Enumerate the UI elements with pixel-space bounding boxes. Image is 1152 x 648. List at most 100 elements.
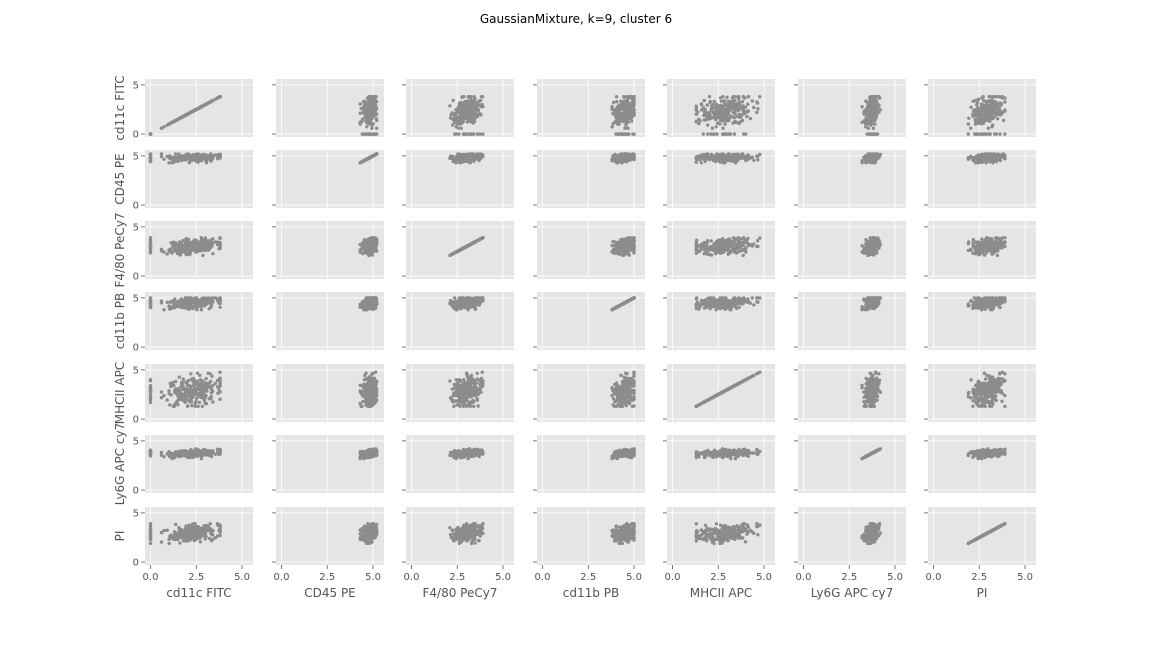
data-point — [159, 247, 164, 251]
data-point — [462, 158, 466, 163]
data-point — [998, 110, 1002, 115]
data-point — [218, 95, 222, 99]
data-point — [736, 106, 741, 110]
data-point — [373, 153, 377, 157]
data-point — [479, 95, 484, 99]
data-point — [703, 245, 707, 250]
data-point — [367, 99, 371, 104]
data-point — [722, 132, 727, 136]
data-point — [723, 238, 728, 243]
data-point — [726, 252, 730, 256]
y-tick-label: 0 — [133, 201, 139, 212]
data-point — [215, 96, 220, 100]
data-point — [705, 111, 709, 116]
data-point — [973, 117, 977, 122]
data-point — [987, 104, 991, 109]
data-point — [713, 247, 718, 251]
data-point — [148, 155, 153, 160]
data-point — [718, 241, 723, 246]
data-point — [870, 158, 874, 163]
panel-r0-c4 — [663, 79, 775, 137]
data-point — [452, 156, 456, 160]
data-point — [711, 111, 716, 115]
data-point — [475, 114, 480, 119]
data-point — [451, 251, 455, 256]
data-point — [758, 95, 762, 99]
data-point — [202, 156, 206, 160]
data-point — [367, 120, 371, 124]
data-point — [621, 132, 625, 136]
data-point — [708, 253, 712, 257]
data-point — [752, 105, 756, 110]
data-point — [459, 107, 463, 112]
data-point — [980, 132, 984, 136]
data-point — [869, 132, 873, 136]
data-point — [373, 244, 377, 248]
data-point — [864, 99, 868, 103]
data-point — [176, 159, 180, 164]
data-point — [864, 238, 868, 242]
data-point — [162, 157, 166, 161]
data-point — [694, 251, 698, 255]
data-point — [621, 99, 626, 104]
data-point — [623, 102, 628, 106]
data-point — [860, 105, 864, 109]
data-point — [870, 246, 874, 250]
data-point — [610, 125, 614, 129]
data-point — [733, 250, 738, 254]
y-tick-label: 0 — [133, 130, 139, 141]
data-point — [367, 103, 371, 108]
data-point — [732, 236, 736, 240]
data-point — [454, 108, 458, 112]
panel-r1-c1 — [272, 150, 384, 208]
data-point — [174, 156, 178, 161]
data-point — [698, 158, 702, 162]
data-point — [202, 241, 206, 246]
data-point — [451, 159, 455, 164]
data-point — [698, 119, 702, 123]
data-point — [178, 157, 182, 161]
data-point — [718, 96, 723, 100]
data-point — [729, 115, 734, 119]
data-point — [984, 117, 989, 121]
data-point — [864, 242, 868, 246]
data-point — [165, 252, 169, 256]
data-point — [718, 108, 722, 113]
data-point — [358, 102, 362, 106]
data-point — [466, 95, 471, 99]
data-point — [709, 104, 714, 108]
data-point — [211, 252, 215, 256]
data-point — [449, 113, 453, 117]
data-point — [988, 109, 992, 113]
data-point — [729, 243, 734, 247]
data-point — [1001, 152, 1006, 156]
data-point — [481, 132, 485, 136]
data-point — [167, 156, 171, 160]
data-point — [193, 155, 197, 159]
y-tick-label: 5 — [133, 222, 139, 233]
data-point — [626, 126, 630, 130]
data-point — [727, 152, 731, 156]
data-point — [860, 120, 864, 125]
data-point — [148, 132, 153, 136]
data-point — [459, 126, 463, 130]
data-point — [971, 99, 975, 103]
panel-r1-c3 — [533, 150, 645, 208]
data-point — [745, 110, 750, 114]
data-point — [981, 119, 985, 123]
data-point — [612, 153, 616, 157]
data-point — [614, 95, 619, 99]
data-point — [862, 156, 866, 160]
data-point — [741, 247, 745, 252]
data-point — [869, 123, 873, 127]
data-point — [617, 153, 622, 157]
data-point — [616, 117, 620, 122]
data-point — [860, 161, 864, 165]
data-point — [727, 249, 731, 253]
data-point — [463, 116, 468, 120]
panel-r0-c6 — [924, 79, 1036, 137]
data-point — [988, 113, 992, 117]
data-point — [981, 153, 986, 157]
